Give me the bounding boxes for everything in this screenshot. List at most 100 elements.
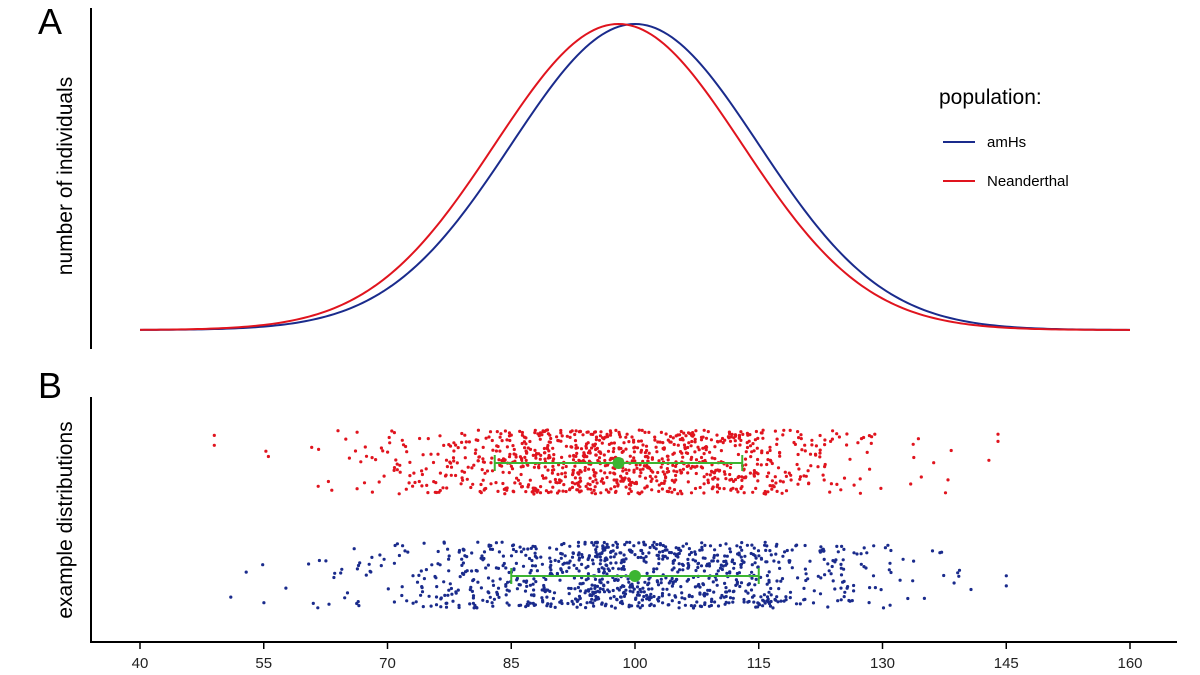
point-neanderthal (572, 468, 576, 472)
point-neanderthal (551, 446, 555, 450)
point-neanderthal (551, 464, 555, 468)
point-neanderthal (511, 444, 515, 448)
point-neanderthal (624, 447, 628, 451)
point-neanderthal (490, 469, 495, 473)
point-amhs (392, 561, 396, 565)
point-amhs (767, 570, 771, 574)
point-amhs (649, 592, 653, 596)
point-neanderthal (552, 453, 556, 457)
point-neanderthal (742, 491, 746, 495)
point-amhs (706, 588, 710, 592)
point-amhs (400, 585, 404, 589)
point-neanderthal (753, 438, 758, 442)
point-amhs (685, 579, 689, 583)
x-tick-label: 55 (255, 655, 272, 672)
point-amhs (429, 604, 433, 608)
point-amhs (496, 586, 501, 590)
point-amhs (864, 566, 868, 570)
point-amhs (627, 580, 631, 584)
point-neanderthal (704, 445, 708, 449)
point-neanderthal (646, 459, 650, 463)
point-amhs (957, 568, 962, 572)
point-neanderthal (674, 473, 678, 478)
point-neanderthal (773, 429, 778, 433)
point-neanderthal (782, 428, 786, 432)
point-neanderthal (336, 429, 340, 433)
point-neanderthal (715, 439, 720, 444)
point-amhs (635, 585, 640, 589)
point-neanderthal (606, 449, 611, 453)
point-amhs (532, 588, 536, 592)
point-neanderthal (552, 457, 556, 461)
point-neanderthal (761, 428, 765, 432)
point-neanderthal (381, 449, 385, 453)
point-amhs (765, 595, 770, 599)
point-neanderthal (870, 435, 874, 439)
point-amhs (602, 584, 606, 588)
point-amhs (498, 577, 502, 581)
point-amhs (705, 592, 709, 596)
point-amhs (650, 587, 654, 591)
point-amhs (378, 553, 382, 557)
point-amhs (491, 579, 495, 583)
point-amhs (862, 546, 866, 550)
point-amhs (545, 604, 549, 608)
point-amhs (609, 561, 613, 565)
point-neanderthal (674, 434, 678, 438)
point-neanderthal (454, 473, 458, 478)
point-amhs (561, 562, 565, 566)
point-neanderthal (537, 452, 541, 456)
point-neanderthal (460, 469, 464, 473)
point-amhs (836, 599, 840, 603)
point-neanderthal (581, 433, 585, 437)
point-neanderthal (476, 428, 480, 432)
point-neanderthal (806, 469, 810, 473)
point-neanderthal (264, 449, 268, 453)
point-amhs (585, 601, 589, 605)
point-neanderthal (678, 450, 683, 454)
point-amhs (780, 577, 785, 581)
point-neanderthal (821, 473, 825, 477)
point-neanderthal (787, 471, 791, 475)
point-amhs (486, 563, 490, 567)
point-amhs (621, 584, 625, 588)
point-neanderthal (694, 471, 698, 476)
point-amhs (829, 572, 833, 576)
point-neanderthal (835, 482, 839, 486)
point-amhs (570, 555, 575, 559)
point-neanderthal (579, 489, 583, 493)
point-amhs (481, 598, 485, 602)
point-amhs (457, 605, 461, 610)
point-neanderthal (756, 479, 760, 483)
point-neanderthal (599, 430, 603, 434)
point-neanderthal (501, 481, 505, 486)
point-neanderthal (568, 435, 572, 439)
point-neanderthal (733, 439, 737, 443)
point-neanderthal (586, 487, 590, 491)
point-amhs (471, 601, 475, 605)
point-amhs (550, 572, 554, 576)
point-amhs (618, 551, 622, 555)
point-neanderthal (508, 438, 512, 443)
point-amhs (740, 548, 744, 552)
point-amhs (881, 606, 886, 610)
point-neanderthal (916, 437, 921, 441)
point-amhs (644, 560, 648, 564)
point-amhs (392, 600, 396, 604)
x-tick-label: 40 (132, 655, 149, 672)
point-neanderthal (353, 449, 358, 453)
point-neanderthal (525, 451, 529, 455)
point-amhs (445, 601, 449, 605)
point-amhs (749, 588, 754, 592)
point-neanderthal (523, 446, 527, 450)
point-neanderthal (462, 470, 467, 474)
point-amhs (577, 594, 582, 599)
point-neanderthal (792, 440, 796, 445)
point-amhs (680, 562, 685, 566)
point-amhs (465, 555, 469, 559)
point-amhs (406, 550, 410, 554)
point-amhs (597, 567, 601, 571)
point-neanderthal (526, 463, 530, 467)
point-amhs (530, 558, 534, 563)
point-neanderthal (706, 481, 711, 485)
